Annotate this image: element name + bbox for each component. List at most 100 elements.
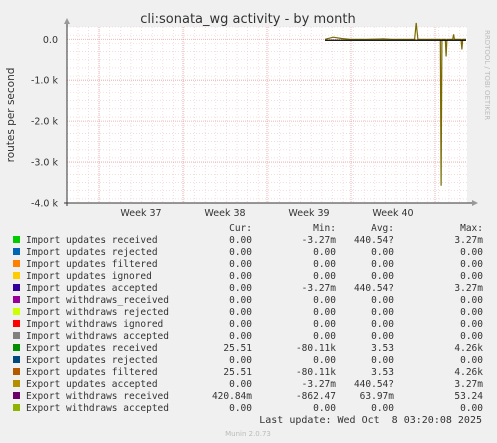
legend-swatch xyxy=(13,344,20,351)
legend-value: 0.00 xyxy=(229,235,252,246)
legend-header: Min: xyxy=(313,223,336,234)
y-axis-arrow xyxy=(64,18,70,24)
legend-value: 0.00 xyxy=(229,307,252,318)
legend-label: Import withdraws ignored xyxy=(26,319,163,330)
legend-value: 0.00 xyxy=(460,331,483,342)
y-axis-label: routes per second xyxy=(5,68,17,163)
rrdtool-credit: RRDTOOL / TOBI OETIKER xyxy=(483,30,491,120)
legend-label: Import updates ignored xyxy=(26,271,152,282)
legend-label: Import updates accepted xyxy=(26,283,158,294)
legend-label: Export updates accepted xyxy=(26,379,158,390)
legend-swatch xyxy=(13,380,20,387)
legend-swatch xyxy=(13,236,20,243)
legend-value: 0.00 xyxy=(229,271,252,282)
legend-value: 440.54? xyxy=(354,283,394,294)
x-tick-labels: Week 37 Week 38 Week 39 Week 40 xyxy=(120,208,413,219)
legend-label: Import withdraws_received xyxy=(26,295,169,306)
legend-value: -80.11k xyxy=(296,367,336,378)
legend-value: 0.00 xyxy=(371,247,394,258)
legend-label: Import updates rejected xyxy=(26,247,158,258)
legend-label: Export updates rejected xyxy=(26,355,158,366)
legend-value: 63.97m xyxy=(360,391,395,402)
legend-value: 0.00 xyxy=(229,355,252,366)
y-tick-label: -3.0 k xyxy=(31,158,59,169)
legend-value: 3.27m xyxy=(454,235,483,246)
legend-value: 0.00 xyxy=(460,403,483,414)
legend-value: 0.00 xyxy=(313,403,336,414)
legend-value: 440.54? xyxy=(354,235,394,246)
legend-value: 0.00 xyxy=(313,319,336,330)
legend-value: 4.26k xyxy=(454,367,483,378)
legend-header: Cur: xyxy=(229,223,252,234)
legend-label: Import withdraws rejected xyxy=(26,307,169,318)
munin-version: Munin 2.0.73 xyxy=(225,430,271,438)
legend-swatch xyxy=(13,272,20,279)
legend-value: 0.00 xyxy=(371,259,394,270)
legend-swatch xyxy=(13,332,20,339)
x-tick-label: Week 39 xyxy=(288,208,329,219)
legend-label: Export withdraws received xyxy=(26,391,169,402)
legend-value: 0.00 xyxy=(460,259,483,270)
last-update: Last update: Wed Oct 8 03:20:08 2025 xyxy=(259,415,482,426)
legend-swatch xyxy=(13,392,20,399)
legend-value: 25.51 xyxy=(223,343,252,354)
series xyxy=(324,22,466,186)
legend-swatch xyxy=(13,260,20,267)
legend-value: 0.00 xyxy=(229,259,252,270)
legend-value: 0.00 xyxy=(371,403,394,414)
legend-value: 0.00 xyxy=(371,271,394,282)
legend: Cur: Min: Avg: Max: Import updates received 0… xyxy=(13,223,483,414)
legend-value: 25.51 xyxy=(223,367,252,378)
y-tick-label: -1.0 k xyxy=(31,76,59,87)
legend-value: 0.00 xyxy=(313,259,336,270)
legend-value: 0.00 xyxy=(229,403,252,414)
legend-value: 0.00 xyxy=(229,379,252,390)
legend-value: 4.26k xyxy=(454,343,483,354)
legend-value: 0.00 xyxy=(229,319,252,330)
legend-value: 0.00 xyxy=(460,271,483,282)
legend-swatch xyxy=(13,308,20,315)
x-tick-label: Week 40 xyxy=(372,208,413,219)
grid xyxy=(67,26,467,204)
legend-swatch xyxy=(13,320,20,327)
x-axis-arrow xyxy=(472,200,478,206)
legend-header: Avg: xyxy=(371,223,394,234)
legend-value: 0.00 xyxy=(313,271,336,282)
legend-value: 0.00 xyxy=(313,355,336,366)
chart-title: cli:sonata_wg activity - by month xyxy=(140,12,355,27)
legend-swatch xyxy=(13,296,20,303)
legend-value: 0.00 xyxy=(460,355,483,366)
legend-value: -862.47 xyxy=(296,391,336,402)
legend-value: 0.00 xyxy=(460,307,483,318)
legend-value: 0.00 xyxy=(371,307,394,318)
legend-value: 420.84m xyxy=(212,391,252,402)
y-tick-label: 0.0 xyxy=(43,35,58,46)
legend-value: 0.00 xyxy=(371,319,394,330)
legend-value: 0.00 xyxy=(229,283,252,294)
legend-label: Export updates received xyxy=(26,343,158,354)
legend-value: -80.11k xyxy=(296,343,336,354)
legend-header: Max: xyxy=(460,223,483,234)
legend-value: 0.00 xyxy=(313,307,336,318)
x-tick-label: Week 37 xyxy=(120,208,161,219)
legend-value: 3.53 xyxy=(371,343,394,354)
legend-value: 0.00 xyxy=(229,295,252,306)
series-line xyxy=(324,22,466,186)
legend-value: 0.00 xyxy=(460,295,483,306)
legend-value: 0.00 xyxy=(371,331,394,342)
legend-value: 3.27m xyxy=(454,379,483,390)
legend-value: 0.00 xyxy=(313,331,336,342)
legend-swatch xyxy=(13,368,20,375)
legend-value: 53.24 xyxy=(454,391,483,402)
legend-swatch xyxy=(13,248,20,255)
legend-value: -3.27m xyxy=(302,379,337,390)
legend-value: 0.00 xyxy=(229,247,252,258)
legend-label: Import updates received xyxy=(26,235,158,246)
legend-value: 0.00 xyxy=(313,295,336,306)
legend-value: -3.27m xyxy=(302,283,337,294)
legend-value: -3.27m xyxy=(302,235,337,246)
y-tick-label: -4.0 k xyxy=(31,199,59,210)
legend-label: Import withdraws accepted xyxy=(26,331,169,342)
legend-value: 0.00 xyxy=(313,247,336,258)
